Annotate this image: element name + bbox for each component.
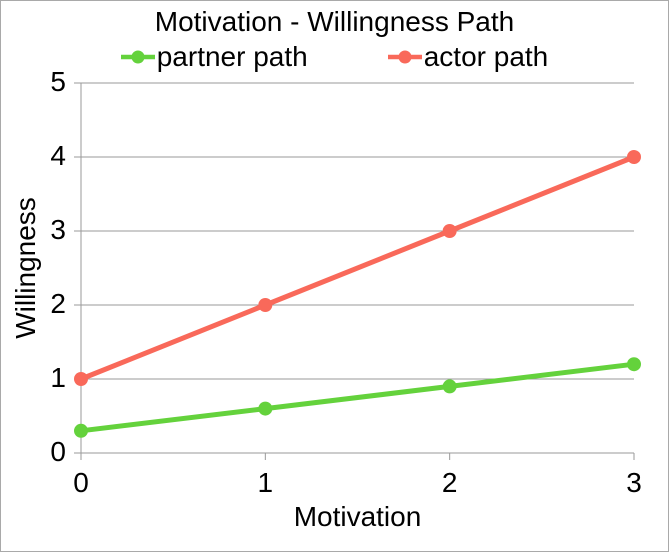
legend-label-actor: actor path <box>423 41 549 72</box>
series-point-actor-path-0 <box>74 372 88 386</box>
series-line-partner-path <box>78 361 637 434</box>
legend-dot-actor <box>398 50 412 64</box>
legend-label-partner: partner path <box>156 41 308 72</box>
series-point-partner-path-3 <box>627 357 641 372</box>
legend-item-actor-path: actor path <box>387 41 549 73</box>
y-tick-label-4: 4 <box>50 140 66 171</box>
series-point-partner-path-2 <box>442 379 457 394</box>
x-tick-label-2: 2 <box>442 467 458 498</box>
y-tick-label-1: 1 <box>50 362 66 393</box>
y-axis-title: Willingness <box>10 197 41 339</box>
y-tick-label-3: 3 <box>50 214 66 245</box>
legend-dot-partner <box>131 50 145 64</box>
x-tick-label-1: 1 <box>258 467 274 498</box>
series-point-actor-path-2 <box>442 224 457 238</box>
y-tick-label-0: 0 <box>50 436 66 467</box>
series-point-partner-path-1 <box>258 401 273 416</box>
chart-title: Motivation - Willingness Path <box>154 6 515 37</box>
legend-marker-actor-icon <box>387 50 422 64</box>
y-tick-label-5: 5 <box>50 66 66 97</box>
x-axis-title: Motivation <box>293 501 422 532</box>
series-line-actor-path <box>78 154 637 382</box>
series-point-actor-path-1 <box>258 298 273 312</box>
x-tick-label-3: 3 <box>626 467 642 498</box>
series-point-partner-path-0 <box>74 423 88 438</box>
legend-item-partner-path: partner path <box>120 41 308 73</box>
y-tick-label-2: 2 <box>50 288 66 319</box>
legend: partner path actor path <box>1 41 668 73</box>
series-point-actor-path-3 <box>627 150 641 164</box>
legend-marker-partner-icon <box>120 50 155 64</box>
x-tick-label-0: 0 <box>73 467 89 498</box>
